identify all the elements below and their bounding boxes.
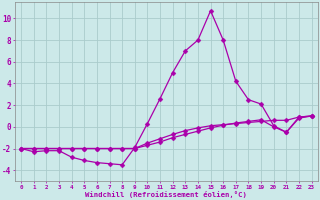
X-axis label: Windchill (Refroidissement éolien,°C): Windchill (Refroidissement éolien,°C) [85,191,247,198]
